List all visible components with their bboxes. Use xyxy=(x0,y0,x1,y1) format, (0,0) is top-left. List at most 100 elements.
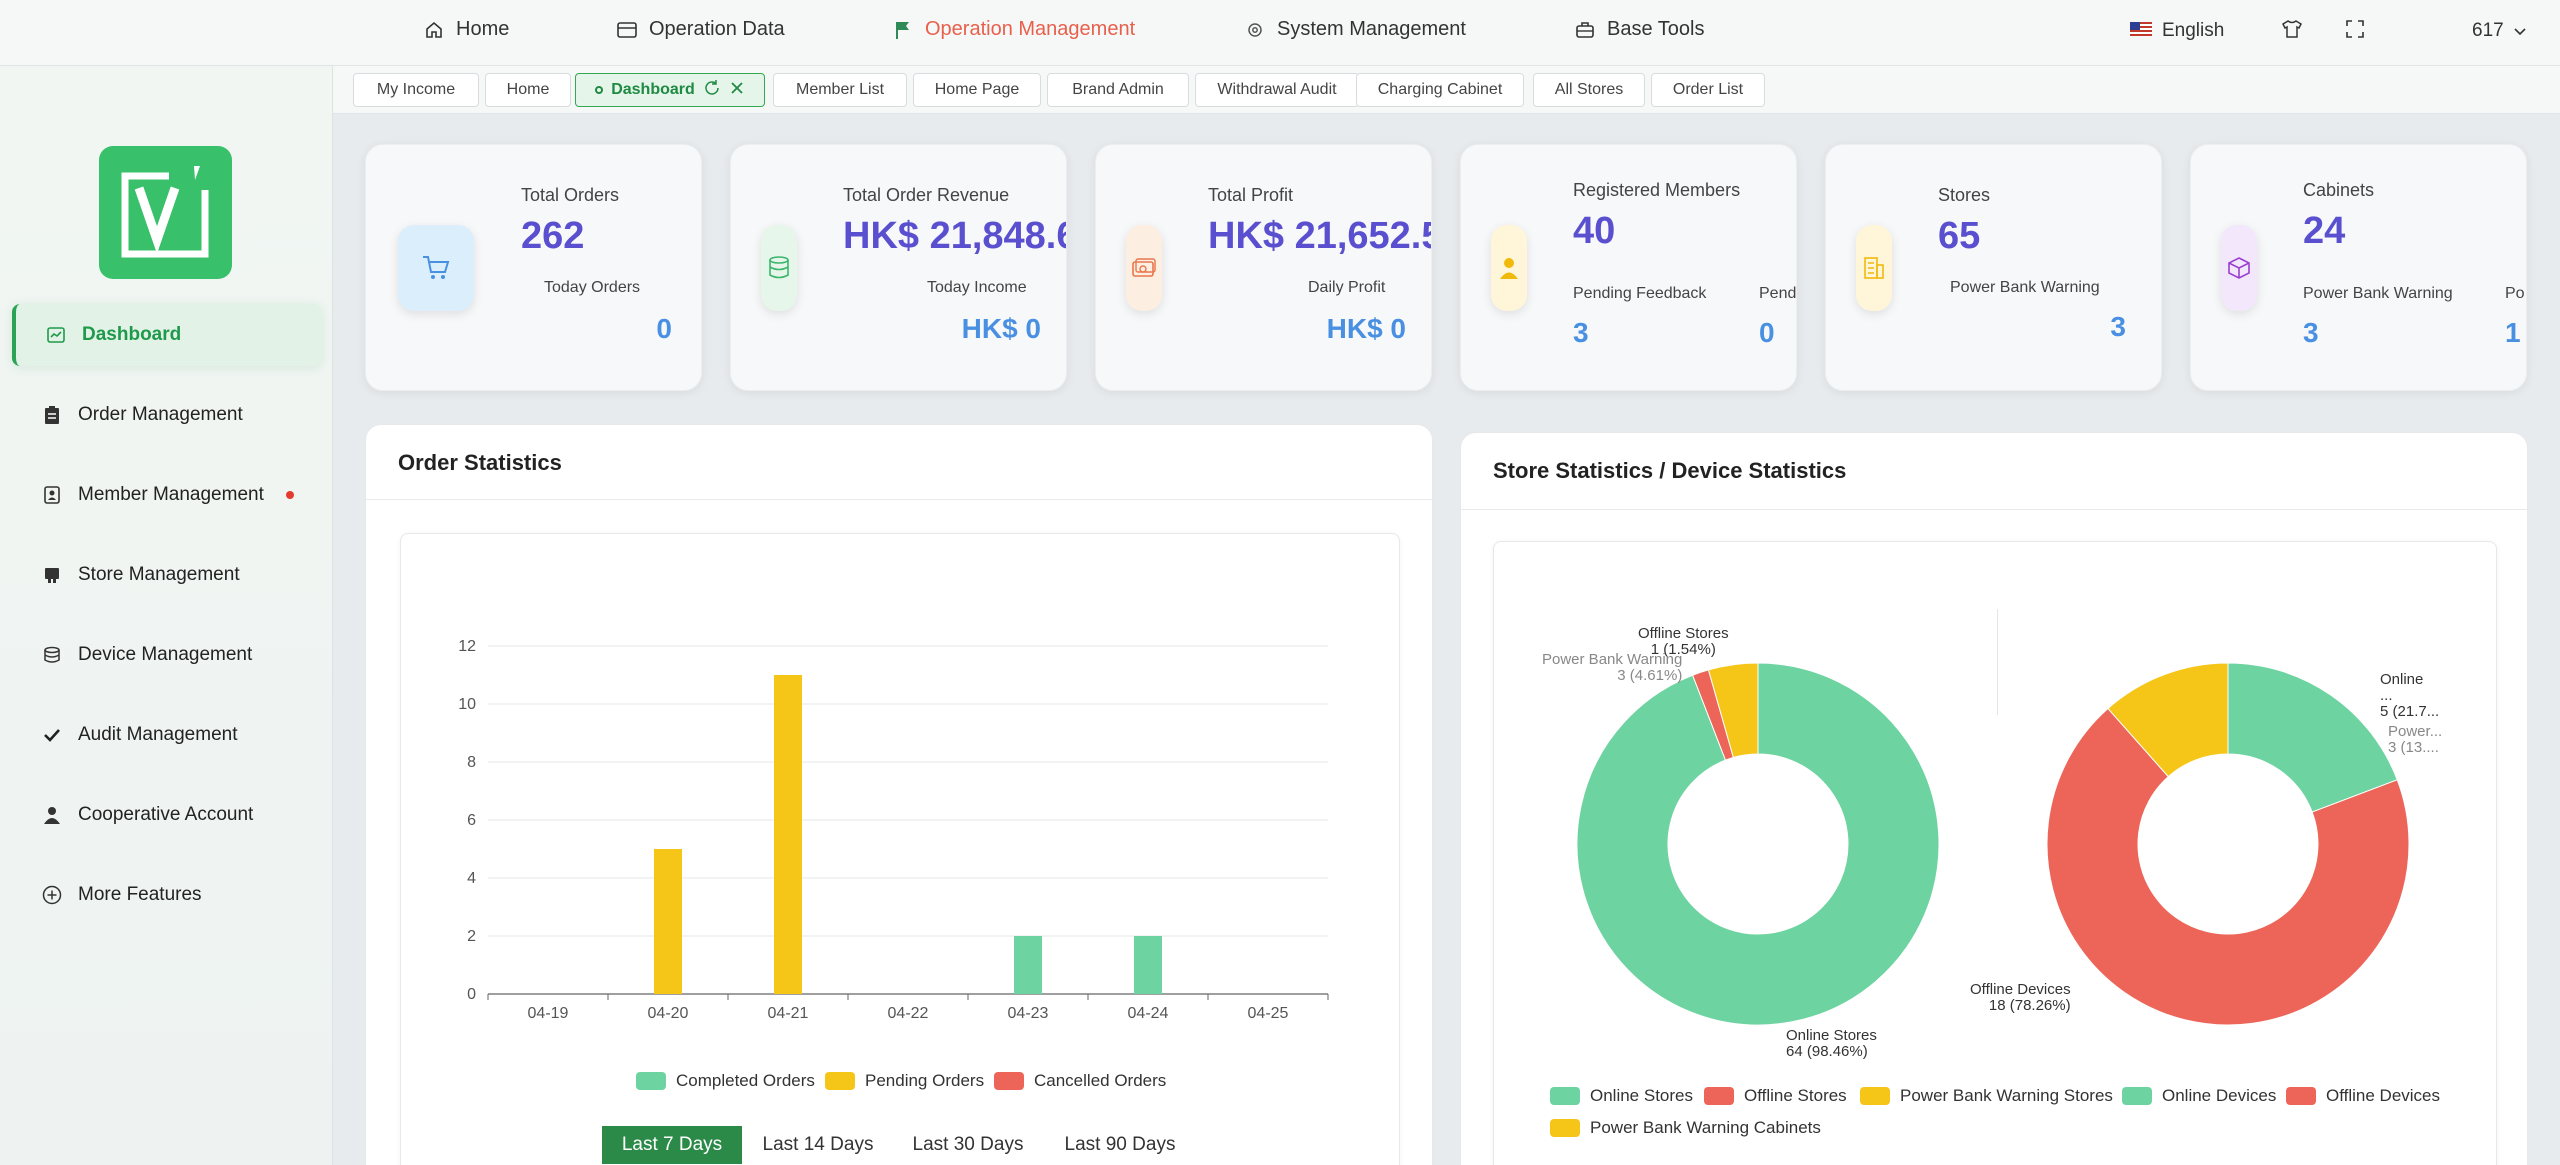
legend-online-devices[interactable]: Online Devices xyxy=(2122,1086,2276,1106)
legend-label: Power Bank Warning Cabinets xyxy=(1590,1118,1821,1137)
sidebar-item-label: Member Management xyxy=(78,484,264,505)
stat-value: 65 xyxy=(1938,215,1981,257)
tab-brand-admin[interactable]: Brand Admin xyxy=(1047,73,1189,107)
toolbox-icon xyxy=(1575,20,1595,40)
range-last-30-days[interactable]: Last 30 Days xyxy=(898,1126,1038,1164)
bar-completed-orders[interactable] xyxy=(1014,936,1042,994)
user-menu[interactable]: 617 xyxy=(2472,20,2526,42)
sidebar-item-order-management[interactable]: Order Management xyxy=(12,384,322,446)
tab-label: All Stores xyxy=(1554,81,1624,98)
stat-label: Stores xyxy=(1938,185,1991,205)
stat-sub-value: 0 xyxy=(656,313,672,344)
tab-withdrawal-audit[interactable]: Withdrawal Audit xyxy=(1195,73,1359,107)
range-last-90-days[interactable]: Last 90 Days xyxy=(1050,1126,1190,1164)
legend-pending-orders[interactable]: Pending Orders xyxy=(825,1071,984,1091)
range-label: Last 7 Days xyxy=(621,1134,723,1155)
stat-sub-label: Daily Profit xyxy=(1308,279,1386,296)
slice-power-bank-warning-stores[interactable] xyxy=(1707,662,1759,759)
store-pie-chart xyxy=(1576,662,1940,1026)
stat-card-members: Registered Members 40 Pending Feedback 3… xyxy=(1460,144,1797,391)
y-tick-label: 2 xyxy=(467,928,476,945)
legend-completed-orders[interactable]: Completed Orders xyxy=(636,1071,815,1091)
topnav-operation-management-label: Operation Management xyxy=(925,18,1136,40)
database-icon xyxy=(42,645,62,665)
sidebar-item-store-management[interactable]: Store Management xyxy=(12,544,322,606)
range-label: Last 14 Days xyxy=(762,1134,874,1155)
tab-charging-cabinet[interactable]: Charging Cabinet xyxy=(1356,73,1524,107)
stat-value: 40 xyxy=(1573,210,1616,252)
topnav-home-label: Home xyxy=(456,18,510,40)
legend-offline-devices[interactable]: Offline Devices xyxy=(2286,1086,2440,1106)
topnav-system-management[interactable]: System Management xyxy=(1245,18,1466,41)
stat-sub-value: 3 xyxy=(2110,311,2126,342)
stat-card-stores: Stores 65 Power Bank Warning 3 xyxy=(1825,144,2162,391)
slice-online-devices[interactable] xyxy=(2227,662,2398,813)
tab-label: Order List xyxy=(1672,81,1744,98)
sidebar-item-dashboard[interactable]: Dashboard xyxy=(12,304,322,366)
tab-all-stores[interactable]: All Stores xyxy=(1533,73,1645,107)
stat-label: Total Orders xyxy=(521,185,620,205)
range-last-7-days[interactable]: Last 7 Days xyxy=(602,1126,742,1164)
box-icon xyxy=(2221,225,2257,311)
topnav-base-tools[interactable]: Base Tools xyxy=(1575,18,1704,41)
slice-power-bank-warning-cabinets[interactable] xyxy=(2107,662,2229,778)
bar-pending-orders[interactable] xyxy=(774,675,802,994)
legend-swatch xyxy=(636,1072,666,1090)
flag-icon xyxy=(893,20,913,40)
legend-power-bank-warning-cabinets[interactable]: Power Bank Warning Cabinets xyxy=(1550,1118,1821,1138)
tab-label: Charging Cabinet xyxy=(1377,81,1503,98)
sidebar-item-audit-management[interactable]: Audit Management xyxy=(12,704,322,766)
tab-home[interactable]: Home xyxy=(485,73,571,107)
topnav-operation-data[interactable]: Operation Data xyxy=(617,18,785,41)
range-last-14-days[interactable]: Last 14 Days xyxy=(748,1126,888,1164)
chevron-down-icon xyxy=(2514,20,2526,42)
tab-label: Member List xyxy=(795,81,885,98)
topnav-system-management-label: System Management xyxy=(1277,18,1466,40)
legend-offline-stores[interactable]: Offline Stores xyxy=(1704,1086,1847,1106)
language-selector[interactable]: English xyxy=(2130,20,2224,42)
close-icon[interactable] xyxy=(729,80,745,101)
order-chart-frame xyxy=(400,533,1400,1165)
fullscreen-icon[interactable] xyxy=(2346,20,2364,38)
member-icon xyxy=(42,485,62,505)
sidebar-item-member-management[interactable]: Member Management xyxy=(12,464,322,526)
legend-online-stores[interactable]: Online Stores xyxy=(1550,1086,1693,1106)
sidebar: Dashboard Order Management Member Manage… xyxy=(0,66,333,1165)
legend-cancelled-orders[interactable]: Cancelled Orders xyxy=(994,1071,1166,1091)
notification-dot xyxy=(285,491,294,499)
sidebar-item-device-management[interactable]: Device Management xyxy=(12,624,322,686)
bar-pending-orders[interactable] xyxy=(654,849,682,994)
tab-home-page[interactable]: Home Page xyxy=(913,73,1041,107)
sidebar-item-more-features[interactable]: More Features xyxy=(12,864,322,926)
slice-offline-devices[interactable] xyxy=(2046,707,2410,1026)
slice-online-stores[interactable] xyxy=(1576,662,1940,1026)
tab-strip: My Income Home Dashboard Member List Hom… xyxy=(333,66,2560,114)
stat-card-revenue: Total Order Revenue HK$ 21,848.6 Today I… xyxy=(730,144,1067,391)
divider xyxy=(366,499,1432,500)
topnav-home[interactable]: Home xyxy=(424,18,509,41)
top-nav-bar: Home Operation Data Operation Management… xyxy=(0,0,2560,66)
sidebar-item-cooperative-account[interactable]: Cooperative Account xyxy=(12,784,322,846)
home-icon xyxy=(424,20,444,40)
bar-completed-orders[interactable] xyxy=(1134,936,1162,994)
order-bar-chart: 0 2 4 6 8 10 12 04-19 04-20 04-21 04-22 04-23 04-24 0… xyxy=(458,638,1329,1022)
chart-divider xyxy=(1997,609,1998,715)
y-tick-label: 0 xyxy=(467,986,476,1003)
shirt-icon[interactable] xyxy=(2282,20,2302,38)
refresh-icon[interactable] xyxy=(703,79,721,102)
tab-member-list[interactable]: Member List xyxy=(773,73,907,107)
store-icon xyxy=(42,565,62,585)
tab-order-list[interactable]: Order List xyxy=(1651,73,1765,107)
topnav-operation-management[interactable]: Operation Management xyxy=(893,18,1135,41)
stat-label: Registered Members xyxy=(1573,180,1741,200)
legend-swatch xyxy=(1550,1087,1580,1105)
stat-label: Total Profit xyxy=(1208,185,1294,205)
tab-my-income[interactable]: My Income xyxy=(353,73,479,107)
stat-sub-label: Power Bank Warning xyxy=(1950,279,2100,296)
x-tick-label: 04-24 xyxy=(1128,1005,1169,1022)
tab-dashboard[interactable]: Dashboard xyxy=(575,73,765,107)
legend-label: Completed Orders xyxy=(676,1071,815,1090)
tab-label: Withdrawal Audit xyxy=(1217,81,1337,98)
cash-icon xyxy=(1126,225,1162,311)
legend-power-bank-warning-stores[interactable]: Power Bank Warning Stores xyxy=(1860,1086,2113,1106)
